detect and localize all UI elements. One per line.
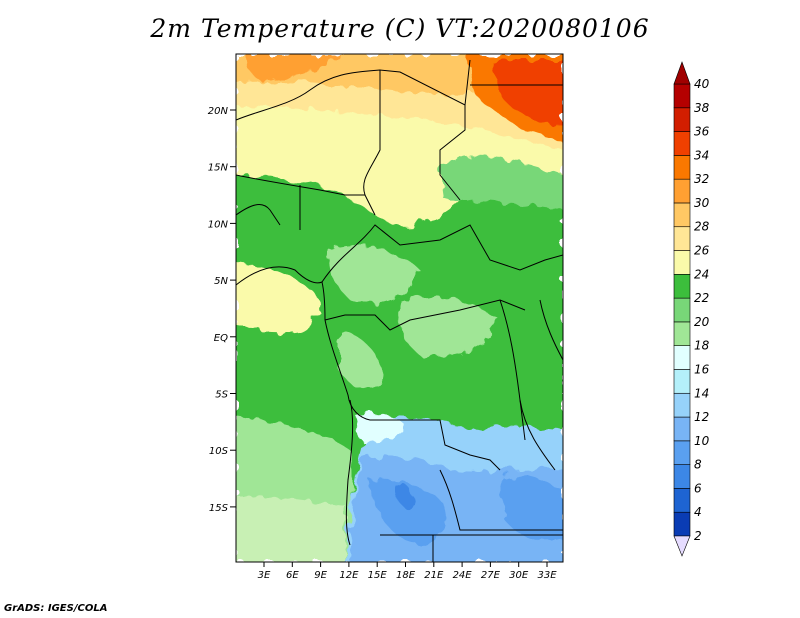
lat-label: 20N [208, 106, 229, 117]
lat-label: 10N [208, 219, 229, 230]
colorbar-segment [673, 274, 691, 299]
colorbar-label: 2 [694, 529, 702, 543]
lon-label: 33E [537, 570, 557, 581]
colorbar-segment [673, 392, 691, 418]
latitude-axis: 20N 15N 10N 5N EQ 5S 10S 15S [208, 106, 236, 514]
lon-label: 9E [314, 570, 327, 581]
lon-label: 18E [396, 570, 416, 581]
colorbar-label: 6 [694, 481, 702, 495]
lat-label: 5S [215, 390, 228, 401]
lat-label: EQ [214, 333, 228, 344]
colorbar-label: 18 [694, 339, 710, 353]
colorbar-label: 26 [694, 244, 710, 258]
lat-label: 10S [209, 446, 229, 457]
colorbar-label: 12 [694, 410, 709, 424]
colorbar-label: 38 [694, 101, 710, 115]
colorbar-label: 36 [694, 125, 710, 139]
lat-label: 5N [214, 276, 228, 287]
colorbar-label: 4 [694, 505, 702, 519]
colorbar-label: 30 [694, 196, 710, 210]
colorbar-label: 22 [694, 291, 709, 305]
lat-label: 15S [209, 503, 229, 514]
colorbar-segment [673, 416, 691, 442]
colorbar-segment [673, 321, 691, 346]
colorbar-segment [673, 155, 691, 180]
map-title: 2m Temperature (C) VT:2020080106 [150, 14, 650, 43]
lon-label: 24E [453, 570, 473, 581]
lon-label: 15E [368, 570, 388, 581]
colorbar-over-triangle [673, 61, 691, 85]
colorbar-segment [673, 488, 691, 513]
map-frame [235, 53, 564, 563]
colorbar-segment [673, 511, 691, 537]
colorbar-label: 32 [694, 172, 709, 186]
lon-label: 21E [424, 570, 444, 581]
longitude-axis: 3E 6E 9E 12E 15E 18E 21E 24E 27E 30E 33E [258, 562, 557, 581]
colorbar-segment [673, 107, 691, 132]
colorbar-segment [673, 297, 691, 323]
colorbar-segment [673, 369, 691, 394]
colorbar-segment [673, 464, 691, 489]
lon-label: 27E [481, 570, 501, 581]
lon-label: 3E [258, 570, 271, 581]
colorbar-label: 34 [694, 148, 709, 162]
colorbar-segment [673, 83, 691, 109]
colorbar-segment [673, 131, 691, 156]
colorbar-label: 10 [694, 434, 710, 448]
lon-label: 12E [339, 570, 359, 581]
colorbar-label: 24 [694, 267, 709, 281]
lon-label: 30E [509, 570, 529, 581]
colorbar-segment [673, 226, 691, 251]
country-borders [236, 59, 563, 562]
colorbar-segment [673, 178, 691, 204]
colorbar-segment [673, 250, 691, 275]
colorbar-label: 20 [694, 315, 710, 329]
colorbar-segment [673, 345, 691, 370]
colorbar-label: 40 [694, 77, 710, 91]
colorbar-segment [673, 202, 691, 228]
grads-credit: GrADS: IGES/COLA [4, 603, 108, 614]
colorbar-segment [673, 440, 691, 465]
colorbar-under-triangle [673, 535, 691, 557]
lon-label: 6E [286, 570, 299, 581]
temperature-field [236, 54, 563, 562]
lat-label: 15N [208, 163, 229, 174]
colorbar-label: 28 [694, 220, 710, 234]
colorbar-label: 8 [694, 458, 702, 472]
colorbar-label: 16 [694, 362, 710, 376]
colorbar-label: 14 [694, 386, 709, 400]
